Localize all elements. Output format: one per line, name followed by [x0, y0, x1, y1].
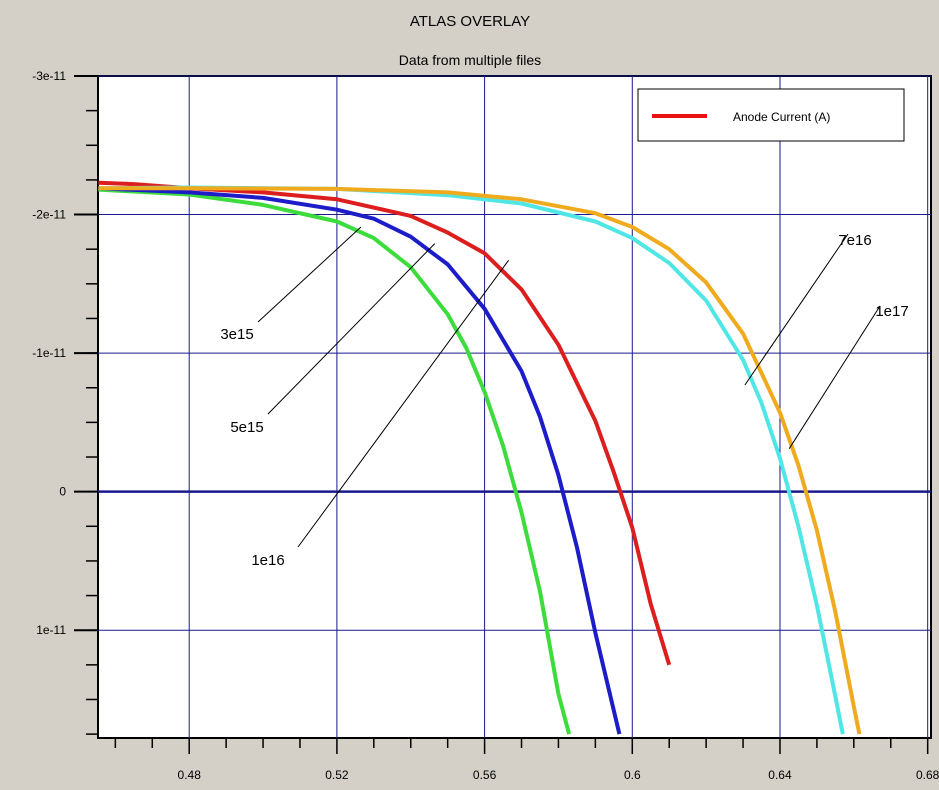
axis-ticks: [74, 75, 929, 754]
annotation-leader: [257, 226, 362, 323]
y-tick-label: 1e-11: [36, 623, 66, 637]
x-tick-label: 0.64: [768, 768, 792, 782]
axis-tick-labels: 0.48 0.52 0.56 0.6 0.64 0.68 -3e-11 -2e-11 -1e-1…: [32, 69, 939, 782]
y-tick-label: -2e-11: [32, 208, 66, 222]
annotation-label: 1e17: [875, 303, 908, 320]
x-tick-label: 0.6: [624, 768, 641, 782]
annotation-leader: [267, 243, 436, 415]
x-tick-label: 0.56: [473, 768, 497, 782]
series-line-4: [98, 186, 862, 735]
annotation-leader: [297, 259, 509, 548]
curve-annotations: 3e15 5e15 1e16 7e16 1e17: [220, 226, 909, 569]
y-tick-label: -3e-11: [32, 69, 66, 83]
x-tick-label: 0.48: [178, 768, 202, 782]
x-tick-label: 0.68: [916, 768, 939, 782]
annotation-leader: [744, 233, 849, 386]
annotation-label: 7e16: [838, 232, 871, 249]
chart-subtitle: Data from multiple files: [399, 52, 541, 68]
annotation-leader: [788, 305, 881, 449]
annotation-label: 1e16: [251, 552, 284, 569]
series-line-1: [98, 186, 622, 735]
grid-lines: [98, 75, 931, 738]
legend-label: Anode Current (A): [733, 110, 830, 124]
x-tick-label: 0.52: [325, 768, 349, 782]
legend: Anode Current (A): [637, 88, 905, 142]
y-tick-label: -1e-11: [32, 346, 66, 360]
plot-area: [97, 75, 932, 739]
annotation-label: 3e15: [220, 326, 253, 343]
series-lines: [98, 180, 862, 735]
y-tick-label: 0: [59, 485, 66, 499]
chart-title: ATLAS OVERLAY: [410, 13, 530, 30]
annotation-label: 5e15: [230, 419, 263, 436]
